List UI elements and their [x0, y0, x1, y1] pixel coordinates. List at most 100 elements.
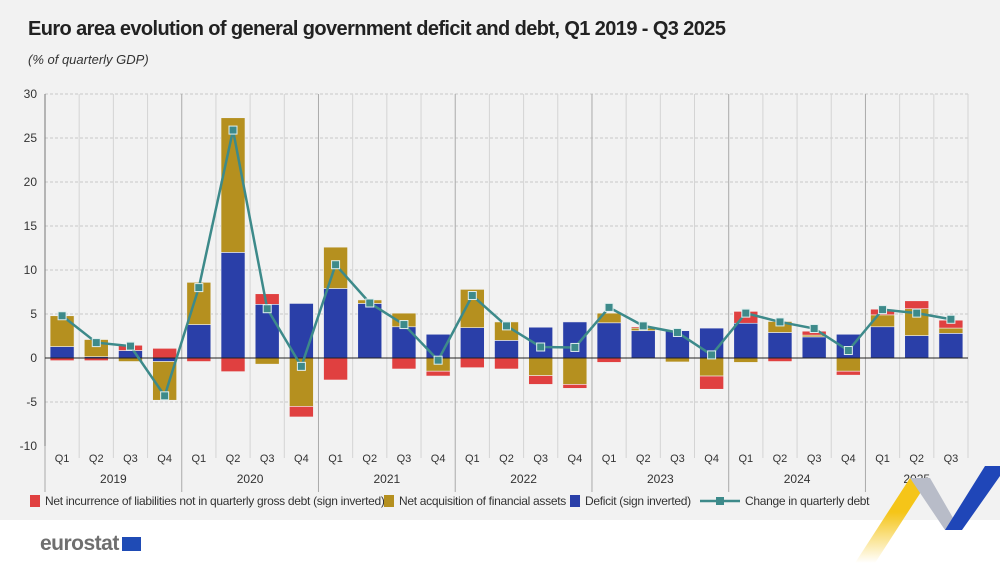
year-label: 2020: [237, 472, 264, 486]
line-marker: [809, 324, 819, 334]
line-marker: [570, 342, 580, 352]
chart-panel: [0, 0, 1000, 520]
line-marker: [502, 321, 511, 331]
legend-label: Net acquisition of financial assets: [399, 494, 566, 508]
legend-label: Change in quarterly debt: [745, 494, 870, 508]
legend-assets: Net acquisition of financial assets: [384, 494, 566, 508]
chart-subtitle: (% of quarterly GDP): [28, 52, 149, 67]
legend-debt-change: Change in quarterly debt: [700, 494, 870, 508]
bar-segment: [767, 332, 793, 359]
x-tick-label: Q2: [89, 453, 104, 465]
line-marker: [912, 308, 922, 318]
bar-segment: [425, 370, 451, 377]
line-marker: [194, 283, 204, 293]
line-marker: [638, 321, 648, 331]
x-tick-label: Q4: [157, 453, 172, 465]
x-tick-label: Q1: [602, 453, 617, 465]
year-label: 2024: [784, 472, 811, 486]
x-tick-label: Q3: [123, 453, 138, 465]
bar-segment: [596, 312, 622, 324]
x-tick-label: Q2: [362, 453, 377, 465]
year-label: 2021: [374, 472, 401, 486]
line-marker: [160, 391, 170, 401]
x-tick-label: Q1: [875, 453, 890, 465]
line-marker: [57, 311, 67, 321]
bar-segment: [323, 288, 348, 359]
line-marker: [125, 341, 135, 351]
year-label: 2022: [510, 472, 537, 486]
line-marker: [707, 350, 717, 360]
line-marker: [331, 260, 341, 270]
eurostat-logo: eurostat: [40, 532, 142, 556]
line-marker: [296, 361, 306, 371]
eu-flag-icon: [120, 536, 142, 552]
legend-deficit: Deficit (sign inverted): [570, 494, 691, 508]
x-tick-label: Q3: [533, 453, 548, 465]
year-label: 2023: [647, 472, 674, 486]
legend-swatch-red: [30, 495, 40, 507]
line-marker: [91, 338, 101, 348]
x-tick-label: Q1: [465, 453, 480, 465]
y-tick-label: 25: [24, 131, 38, 145]
line-marker: [672, 327, 682, 337]
x-tick-label: Q3: [260, 453, 275, 465]
bar-segment: [630, 330, 656, 359]
bar-segment: [186, 324, 212, 359]
line-marker: [604, 302, 614, 312]
x-tick-label: Q3: [807, 453, 822, 465]
bar-segment: [528, 375, 553, 385]
bar-segment: [836, 370, 861, 376]
y-tick-label: 5: [30, 307, 37, 321]
line-marker: [878, 305, 888, 315]
x-tick-label: Q3: [397, 453, 412, 465]
line-marker: [536, 342, 546, 352]
bar-segment: [699, 375, 724, 390]
x-tick-label: Q4: [294, 453, 309, 465]
year-label: 2019: [100, 472, 127, 486]
x-tick-label: Q2: [226, 453, 241, 465]
y-tick-label: -5: [26, 395, 37, 409]
line-marker: [775, 317, 785, 327]
x-tick-label: Q2: [499, 453, 514, 465]
bar-segment: [562, 357, 588, 385]
x-tick-label: Q3: [944, 453, 959, 465]
bar-segment: [220, 117, 246, 253]
legend-label: Deficit (sign inverted): [585, 494, 691, 508]
line-marker: [365, 298, 375, 308]
y-tick-label: 15: [24, 219, 38, 233]
y-tick-label: -10: [20, 439, 38, 453]
x-tick-label: Q2: [773, 453, 788, 465]
y-tick-label: 20: [24, 175, 38, 189]
legend-line-marker-icon: [700, 497, 740, 505]
line-marker: [467, 291, 477, 301]
y-tick-label: 0: [30, 351, 37, 365]
line-marker: [843, 346, 853, 356]
line-marker: [946, 314, 956, 324]
bar-segment: [733, 322, 759, 359]
x-tick-label: Q4: [568, 453, 583, 465]
x-tick-label: Q4: [704, 453, 719, 465]
line-marker: [228, 125, 238, 135]
x-tick-label: Q1: [738, 453, 753, 465]
line-marker: [262, 304, 272, 314]
bar-segment: [870, 326, 895, 359]
line-marker: [433, 355, 443, 365]
x-tick-label: Q1: [328, 453, 343, 465]
x-tick-label: Q1: [55, 453, 70, 465]
legend-swatch-blue: [570, 495, 580, 507]
line-marker: [399, 320, 409, 330]
legend-liabilities: Net incurrence of liabilities not in qua…: [30, 494, 385, 508]
bar-segment: [289, 406, 314, 418]
y-tick-label: 30: [24, 87, 38, 101]
y-tick-label: 10: [24, 263, 38, 277]
chart-title: Euro area evolution of general governmen…: [28, 18, 726, 40]
legend-swatch-gold: [384, 495, 394, 507]
x-tick-label: Q3: [670, 453, 685, 465]
bar-segment: [460, 327, 485, 359]
legend-label: Net incurrence of liabilities not in qua…: [45, 494, 385, 508]
x-tick-label: Q4: [841, 453, 856, 465]
bar-segment: [562, 384, 588, 389]
line-marker: [741, 308, 751, 318]
